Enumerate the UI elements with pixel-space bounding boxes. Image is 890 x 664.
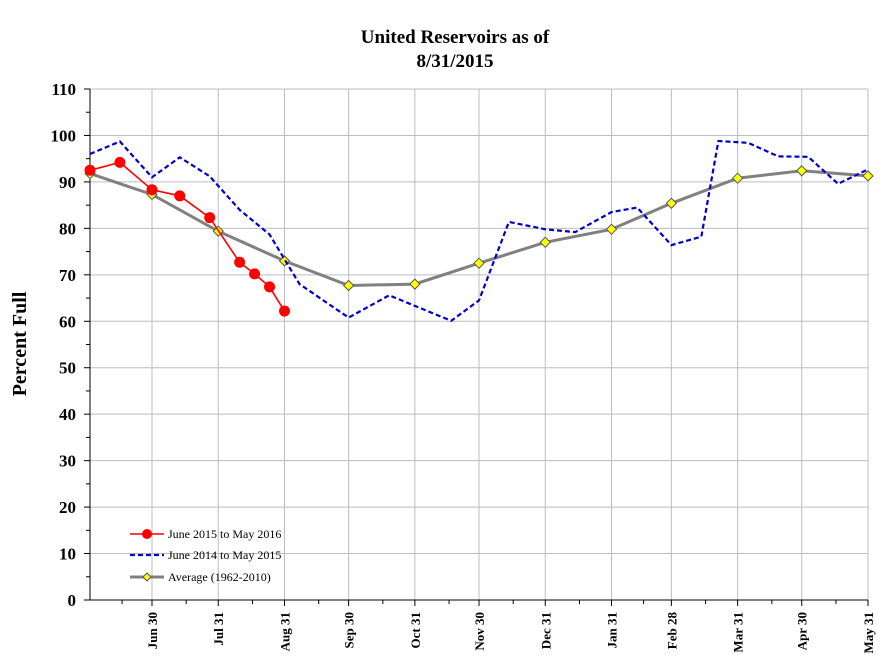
data-point <box>342 279 355 292</box>
x-tick-label: Feb 28 <box>664 612 679 650</box>
x-tick-label: Apr 30 <box>795 612 810 650</box>
x-tick-label: Nov 30 <box>472 612 487 651</box>
y-axis-label: Percent Full <box>9 291 31 396</box>
data-point <box>84 164 96 176</box>
data-point <box>114 156 126 168</box>
y-tick-label: 10 <box>59 545 76 564</box>
x-tick-label: Sep 30 <box>342 612 357 648</box>
data-point <box>264 281 276 293</box>
legend-item: June 2015 to May 2016 <box>130 527 281 541</box>
y-tick-label: 70 <box>59 266 76 285</box>
y-tick-label: 90 <box>59 173 76 192</box>
data-point <box>204 212 216 224</box>
data-point <box>409 278 421 290</box>
legend-marker <box>142 572 152 582</box>
y-tick-label: 50 <box>59 359 76 378</box>
legend-label: Average (1962-2010) <box>168 570 271 584</box>
y-tick-label: 110 <box>51 80 76 99</box>
data-point <box>731 172 744 184</box>
y-tick-label: 80 <box>59 219 76 238</box>
x-tick-label: Mar 31 <box>731 612 746 653</box>
y-tick-label: 0 <box>68 591 77 610</box>
legend: June 2015 to May 2016 June 2014 to May 20… <box>130 527 281 584</box>
y-tick-label: 60 <box>59 312 76 331</box>
legend-item: Average (1962-2010) <box>130 570 271 584</box>
x-tick-label: Dec 31 <box>538 612 553 649</box>
x-tick-label: May 31 <box>861 612 876 654</box>
series-group <box>84 156 290 317</box>
data-point <box>539 236 551 249</box>
data-point <box>665 197 678 209</box>
y-tick-label: 100 <box>51 126 77 145</box>
y-tick-label: 40 <box>59 405 76 424</box>
legend-item: June 2014 to May 2015 <box>130 548 281 562</box>
x-tick-label: Jun 30 <box>145 612 160 649</box>
x-tick-label: Oct 31 <box>408 612 423 648</box>
data-point <box>605 223 618 235</box>
data-point <box>249 268 261 280</box>
chart-title: United Reservoirs as of <box>361 27 550 48</box>
x-tick-label: Aug 31 <box>278 612 293 651</box>
legend-label: June 2014 to May 2015 <box>168 548 281 562</box>
series-layer <box>84 139 874 323</box>
y-tick-label: 30 <box>59 452 76 471</box>
gridlines <box>90 88 869 600</box>
data-point <box>146 184 158 196</box>
chart-subtitle: 8/31/2015 <box>416 51 493 72</box>
x-tick-label: Jul 31 <box>211 612 226 646</box>
data-point <box>796 165 808 177</box>
legend-marker <box>142 529 152 539</box>
data-point <box>234 256 246 268</box>
x-tick-label: Jan 31 <box>605 612 620 648</box>
data-point <box>473 257 485 269</box>
legend-label: June 2015 to May 2016 <box>168 527 281 541</box>
data-point <box>862 170 874 182</box>
data-point <box>174 190 186 202</box>
data-point <box>279 305 290 317</box>
y-tick-label: 20 <box>59 498 76 517</box>
